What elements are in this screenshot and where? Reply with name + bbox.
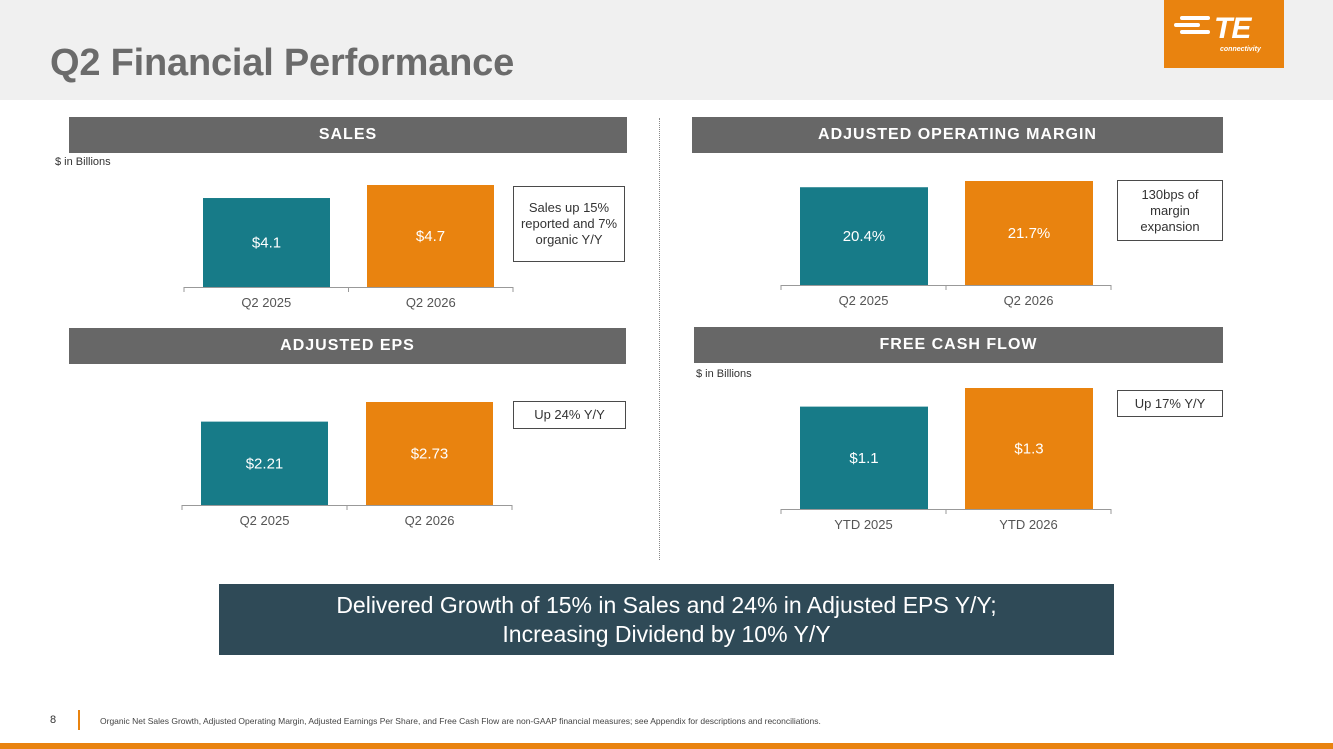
logo-brand: TE: [1214, 12, 1251, 45]
fcf-header: FREE CASH FLOW: [694, 327, 1223, 363]
te-logo: TE connectivity: [1164, 0, 1284, 68]
fcf-callout: Up 17% Y/Y: [1117, 390, 1223, 417]
fcf-bar-2: [965, 388, 1093, 509]
sales-value-label-1: $4.1: [252, 235, 281, 252]
sales-units-note: $ in Billions: [55, 156, 111, 168]
fcf-category-label-2: YTD 2026: [999, 517, 1058, 532]
eps-category-label-2: Q2 2026: [405, 513, 455, 528]
margin-bar-2: [965, 181, 1093, 285]
sales-category-label-1: Q2 2025: [241, 295, 291, 310]
fcf-value-label-1: $1.1: [849, 450, 878, 467]
eps-header: ADJUSTED EPS: [69, 328, 626, 364]
eps-value-label-1: $2.21: [246, 455, 284, 472]
sales-header: SALES: [69, 117, 627, 153]
footnote: Organic Net Sales Growth, Adjusted Opera…: [100, 716, 821, 726]
sales-value-label-2: $4.7: [416, 228, 445, 245]
fcf-category-label-1: YTD 2025: [834, 517, 893, 532]
eps-bar-2: [366, 402, 493, 505]
title-band: [0, 0, 1333, 100]
margin-bar-1: [800, 187, 928, 285]
fcf-units-note: $ in Billions: [696, 368, 752, 380]
margin-header: ADJUSTED OPERATING MARGIN: [692, 117, 1223, 153]
banner-line-2: Increasing Dividend by 10% Y/Y: [502, 621, 831, 647]
eps-callout: Up 24% Y/Y: [513, 401, 626, 429]
margin-value-label-2: 21.7%: [1008, 225, 1051, 242]
banner-line-1: Delivered Growth of 15% in Sales and 24%…: [336, 592, 997, 618]
margin-callout: 130bps of margin expansion: [1117, 180, 1223, 241]
quadrant-divider: [659, 118, 660, 560]
margin-category-label-2: Q2 2026: [1004, 293, 1054, 308]
footer-divider: [78, 710, 80, 730]
margin-category-label-1: Q2 2025: [839, 293, 889, 308]
logo-sub: connectivity: [1220, 46, 1261, 53]
page-number: 8: [50, 714, 57, 726]
sales-bar-1: [203, 198, 330, 287]
eps-value-label-2: $2.73: [411, 446, 449, 463]
sales-bar-2: [367, 185, 494, 287]
sales-category-label-2: Q2 2026: [406, 295, 456, 310]
page-title: Q2 Financial Performance: [50, 42, 515, 84]
fcf-bar-1: [800, 406, 928, 509]
margin-value-label-1: 20.4%: [843, 228, 886, 245]
eps-category-label-1: Q2 2025: [240, 513, 290, 528]
eps-bar-1: [201, 421, 328, 505]
bottom-stripe: [0, 743, 1333, 749]
te-logo-stripes-icon: [1174, 16, 1210, 34]
fcf-value-label-2: $1.3: [1014, 441, 1043, 458]
sales-callout: Sales up 15% reported and 7% organic Y/Y: [513, 186, 625, 262]
summary-banner: Delivered Growth of 15% in Sales and 24%…: [219, 584, 1114, 655]
